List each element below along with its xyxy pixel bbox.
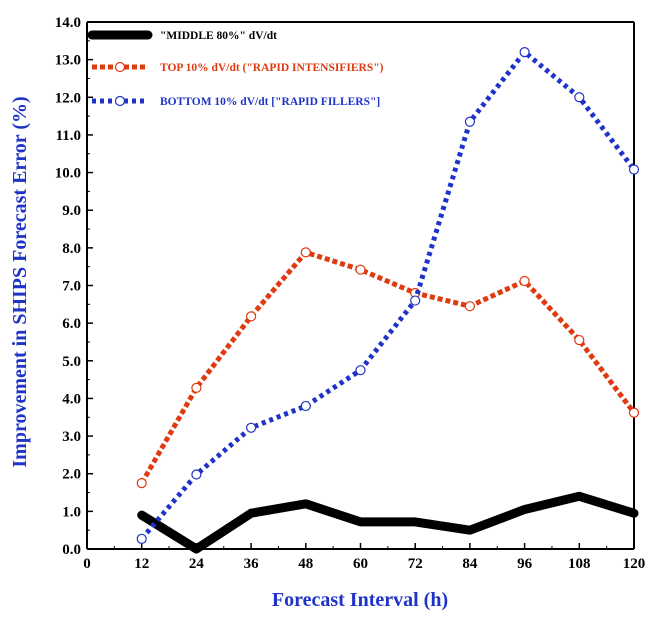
legend-marker	[114, 61, 126, 73]
y-axis-title: Improvement in SHIPS Forecast Error (%)	[9, 96, 31, 467]
data-point	[191, 382, 202, 393]
data-point	[574, 334, 585, 346]
x-tick-label: 60	[353, 556, 368, 572]
data-point	[464, 116, 475, 127]
data-point	[628, 407, 640, 418]
data-point	[246, 311, 257, 322]
x-tick-label: 120	[623, 556, 646, 572]
data-point	[300, 400, 311, 412]
x-tick-label: 108	[568, 556, 591, 572]
y-tick-label: 1.0	[62, 504, 81, 520]
data-point	[628, 164, 640, 175]
legend-marker	[114, 95, 126, 107]
series-line-2	[139, 249, 636, 485]
data-point	[519, 47, 530, 58]
y-tick-label: 3.0	[62, 429, 81, 445]
data-point	[355, 264, 366, 275]
y-tick-label: 9.0	[62, 203, 81, 219]
data-point	[136, 533, 147, 544]
x-tick-label: 24	[189, 556, 205, 572]
y-tick-label: 7.0	[62, 279, 81, 295]
data-point	[464, 301, 475, 312]
series-line-3	[139, 49, 636, 541]
x-tick-label: 72	[408, 556, 423, 572]
data-point	[355, 365, 366, 376]
x-tick-label: 36	[244, 556, 260, 572]
x-tick-label: 48	[298, 556, 313, 572]
data-point	[519, 275, 530, 287]
y-tick-label: 2.0	[62, 467, 81, 483]
data-point	[246, 422, 257, 433]
x-tick-label: 84	[462, 556, 478, 572]
legend-label-2: TOP 10% dV/dt ("RAPID INTENSIFIERS")	[160, 62, 384, 74]
data-point	[574, 92, 585, 103]
y-tick-label: 6.0	[62, 316, 81, 332]
x-tick-label: 12	[134, 556, 149, 572]
chart-legend: "MIDDLE 80%" dV/dt TOP 10% dV/dt ("RAPID …	[87, 30, 384, 108]
data-point	[191, 469, 202, 480]
legend-label-3: BOTTOM 10% dV/dt ["RAPID FILLERS"]	[160, 96, 380, 108]
legend-label-1: "MIDDLE 80%" dV/dt	[160, 30, 277, 42]
y-tick-label: 8.0	[62, 241, 81, 257]
chart-axes: 0 12 24 36 48 60 72 84 96 108 120 0.0 1.0 2.0 3.0 4.0 5.…	[55, 15, 646, 572]
y-tick-label: 10.0	[55, 166, 81, 182]
x-axis-title: Forecast Interval (h)	[272, 589, 448, 611]
y-tick-label: 12.0	[55, 90, 81, 106]
data-point	[136, 478, 147, 489]
series-layer	[136, 47, 640, 554]
legend-marker	[115, 30, 125, 40]
series-line-1	[137, 491, 639, 554]
data-point	[410, 295, 421, 306]
y-tick-label: 13.0	[55, 53, 81, 69]
x-tick-label: 0	[83, 556, 91, 572]
y-tick-label: 5.0	[62, 354, 81, 370]
y-tick-label: 4.0	[62, 391, 81, 407]
x-tick-label: 96	[517, 556, 533, 572]
y-tick-label: 11.0	[56, 128, 81, 144]
y-tick-label: 14.0	[55, 15, 81, 31]
y-tick-label: 0.0	[62, 542, 81, 558]
data-point	[300, 247, 311, 258]
